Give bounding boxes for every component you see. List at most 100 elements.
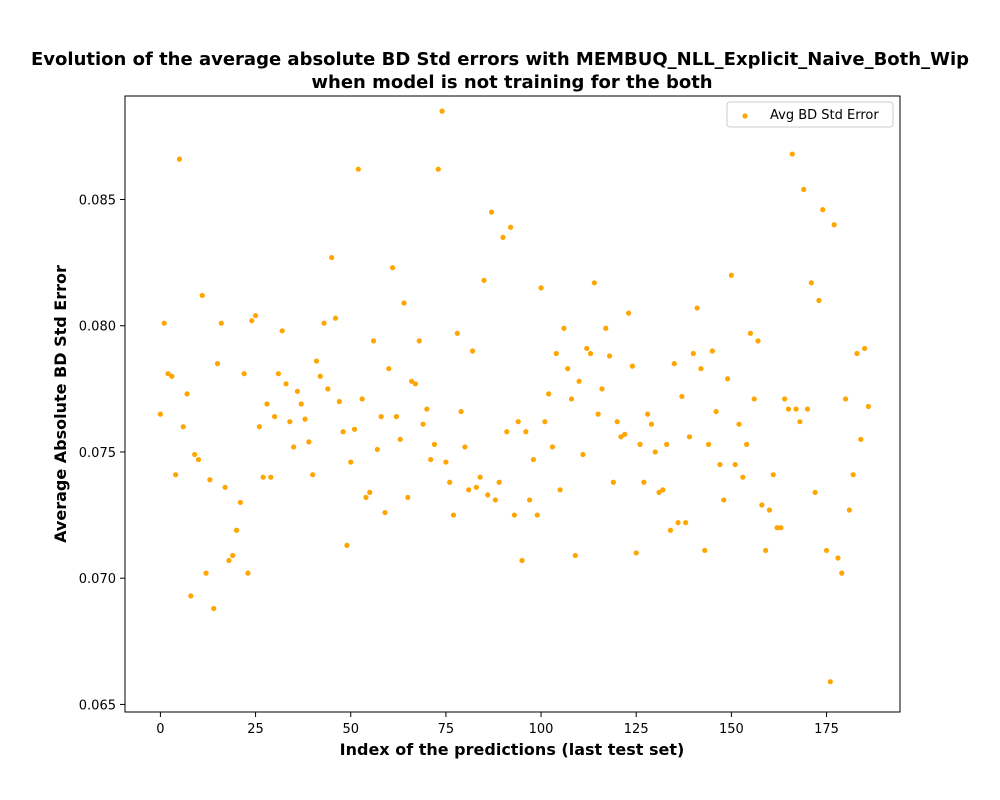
data-point: [431, 441, 438, 447]
data-point: [637, 441, 643, 447]
data-point: [705, 441, 712, 447]
x-tick-label: 25: [247, 722, 264, 737]
data-point: [203, 570, 209, 576]
data-point: [542, 419, 548, 425]
data-point: [374, 446, 380, 453]
data-point: [435, 166, 441, 172]
y-tick-label: 0.065: [79, 698, 116, 713]
data-point: [690, 350, 696, 357]
data-point: [846, 507, 852, 513]
data-point: [835, 555, 841, 561]
data-point: [367, 489, 373, 495]
data-point: [858, 436, 864, 442]
x-tick-label: 150: [719, 722, 744, 737]
data-point: [283, 381, 289, 387]
data-point: [519, 557, 525, 564]
data-point: [332, 315, 339, 321]
data-point: [527, 497, 533, 503]
data-point: [321, 320, 327, 326]
legend-marker: [742, 113, 748, 119]
data-point: [591, 280, 597, 286]
data-point: [534, 512, 540, 518]
data-point: [287, 419, 293, 425]
data-point: [553, 350, 559, 357]
data-point: [351, 426, 358, 432]
data-point: [641, 479, 647, 485]
data-point: [180, 424, 186, 430]
data-point: [549, 444, 556, 450]
data-point: [370, 338, 377, 344]
data-point: [488, 209, 495, 215]
data-point: [412, 381, 419, 387]
legend: Avg BD Std Error: [726, 101, 894, 128]
data-point: [222, 484, 228, 490]
data-point: [740, 474, 746, 480]
data-point: [652, 449, 658, 455]
data-point: [808, 280, 814, 286]
data-point: [458, 408, 464, 415]
data-point: [245, 570, 251, 576]
data-point: [820, 207, 826, 213]
data-point: [504, 429, 510, 435]
data-point: [603, 325, 609, 331]
data-point: [736, 421, 742, 427]
data-point: [751, 396, 757, 402]
x-tick-label: 75: [438, 722, 455, 737]
data-point: [260, 474, 266, 480]
legend-box: [726, 101, 894, 128]
data-point: [302, 416, 308, 422]
data-point: [633, 550, 639, 556]
data-point: [515, 419, 521, 425]
data-point: [679, 393, 685, 400]
data-point: [329, 254, 335, 261]
data-point: [724, 376, 731, 382]
data-point: [237, 499, 243, 506]
data-point: [264, 401, 270, 407]
y-tick-label: 0.085: [79, 194, 116, 209]
data-point: [313, 358, 320, 364]
data-point: [275, 371, 281, 377]
y-tick-label: 0.075: [79, 446, 116, 461]
x-tick-label: 125: [624, 722, 649, 737]
data-point: [481, 277, 487, 283]
data-point: [348, 459, 354, 465]
data-point: [340, 429, 346, 435]
data-point: [450, 512, 457, 518]
data-point: [291, 444, 297, 450]
data-point: [161, 320, 167, 326]
data-point: [580, 451, 586, 458]
x-tick-label: 50: [342, 722, 359, 737]
data-point: [363, 494, 369, 501]
data-point: [766, 507, 773, 513]
data-point: [378, 414, 384, 420]
data-point: [717, 461, 723, 468]
data-point: [610, 479, 616, 485]
data-point: [397, 436, 403, 442]
data-point: [675, 520, 681, 526]
data-point: [492, 497, 498, 503]
data-point: [298, 401, 304, 407]
data-point: [416, 338, 422, 344]
data-point: [694, 305, 700, 311]
data-point: [709, 348, 715, 354]
data-point: [344, 542, 350, 548]
data-point: [763, 547, 769, 554]
data-point: [317, 373, 323, 379]
data-point: [249, 318, 255, 324]
data-point: [576, 378, 582, 384]
data-point: [732, 461, 738, 468]
data-point: [812, 489, 818, 495]
data-point: [157, 411, 163, 417]
data-point: [713, 408, 719, 415]
y-tick-label: 0.080: [79, 320, 116, 335]
data-point: [862, 345, 868, 352]
data-point: [336, 398, 342, 405]
data-point: [355, 166, 361, 172]
chart-title-line1: Evolution of the average absolute BD Std…: [31, 49, 969, 70]
data-point: [439, 108, 445, 114]
data-point: [469, 348, 476, 354]
data-point: [218, 320, 224, 326]
y-axis-label: Average Absolute BD Std Error: [51, 265, 70, 543]
data-point: [683, 520, 689, 526]
